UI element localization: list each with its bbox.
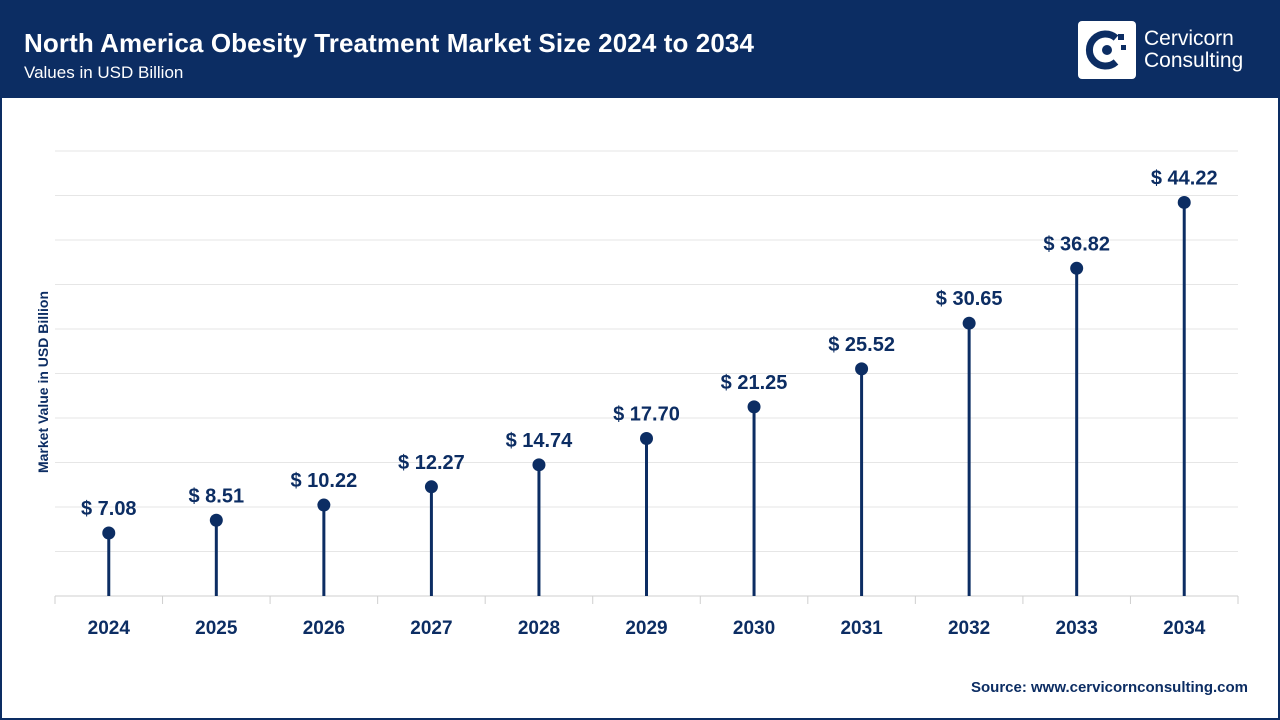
data-label: $ 17.70	[613, 403, 680, 425]
chart-title: North America Obesity Treatment Market S…	[24, 28, 755, 58]
logo-line-1: Cervicorn	[1144, 27, 1234, 50]
x-tick-label: 2030	[733, 618, 775, 639]
data-label: $ 12.27	[398, 452, 465, 474]
header-banner: North America Obesity Treatment Market S…	[2, 2, 1278, 98]
x-tick-label: 2034	[1163, 618, 1206, 639]
x-tick-label: 2025	[195, 618, 238, 639]
lollipop-point	[209, 513, 223, 527]
x-tick-label: 2031	[840, 618, 883, 639]
lollipop-point	[102, 526, 116, 540]
data-label: $ 8.51	[189, 485, 245, 507]
x-tick-label: 2028	[518, 618, 560, 639]
data-label: $ 10.22	[290, 470, 357, 492]
logo-line-2: Consulting	[1144, 49, 1244, 72]
lollipop-point	[317, 498, 331, 512]
lollipop-point	[532, 458, 546, 472]
data-label: $ 7.08	[81, 498, 137, 520]
data-label: $ 21.25	[721, 372, 788, 394]
lollipop-point	[855, 362, 869, 376]
lollipop-point	[1070, 261, 1084, 275]
x-tick-label: 2024	[88, 618, 131, 639]
data-label: $ 44.22	[1151, 167, 1218, 189]
x-tick-label: 2032	[948, 618, 990, 639]
x-tick-label: 2033	[1056, 618, 1098, 639]
chart-subtitle: Values in USD Billion	[24, 63, 184, 82]
lollipop-point	[1177, 195, 1191, 209]
x-tick-label: 2026	[303, 618, 345, 639]
source-note: Source: www.cervicornconsulting.com	[970, 679, 1248, 696]
lollipop-point	[747, 400, 761, 414]
x-tick-label: 2029	[625, 618, 667, 639]
lollipop-point	[640, 431, 653, 445]
data-label: $ 36.82	[1043, 233, 1110, 255]
company-logo: Cervicorn Consulting	[1078, 21, 1243, 79]
lollipop-point	[424, 480, 438, 494]
logo-text: Cervicorn Consulting	[1144, 28, 1243, 72]
data-label: $ 30.65	[936, 288, 1003, 310]
x-tick-label: 2027	[410, 618, 452, 639]
cervicorn-logo-icon	[1078, 21, 1136, 79]
data-label: $ 14.74	[506, 430, 574, 452]
lollipop-point	[962, 316, 976, 330]
data-label: $ 25.52	[828, 334, 895, 356]
